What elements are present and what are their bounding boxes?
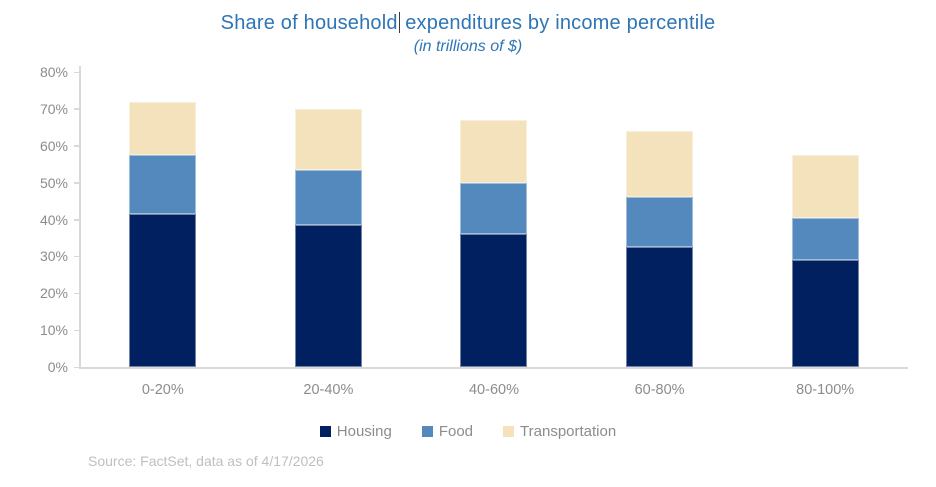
- legend-swatch-housing: [319, 426, 331, 437]
- bar-segment-transportation: [294, 108, 362, 170]
- bars-container: [80, 72, 908, 367]
- y-tick-label: 10%: [39, 322, 68, 339]
- bar-segment-transportation: [626, 131, 694, 198]
- legend-item-transportation: Transportation: [503, 423, 616, 440]
- y-tick-mark: [74, 182, 80, 184]
- bar-segment-food: [129, 154, 197, 214]
- y-tick-label: 40%: [39, 211, 68, 228]
- bar-segment-food: [626, 197, 694, 248]
- y-tick-mark: [74, 145, 80, 147]
- stacked-bar: [129, 101, 197, 367]
- chart-subtitle: (in trillions of $): [413, 38, 523, 55]
- y-tick-label: 50%: [39, 174, 68, 191]
- bar-segment-housing: [294, 225, 362, 367]
- legend-label: Housing: [336, 423, 392, 440]
- bar-segment-transportation: [460, 119, 528, 183]
- bar-group-20-40%: [246, 72, 412, 367]
- y-tick-mark: [74, 255, 80, 258]
- y-tick-label: 80%: [39, 64, 68, 80]
- bar-segment-food: [791, 217, 859, 261]
- x-axis-labels: 0-20% 20-40% 40-60% 60-80% 80-100%: [80, 382, 908, 398]
- bar-segment-housing: [626, 247, 694, 367]
- bar-segment-housing: [129, 213, 197, 367]
- x-axis-line: [79, 367, 908, 369]
- y-axis-line: [79, 66, 81, 367]
- x-tick-label: 20-40%: [303, 382, 354, 398]
- bar-segment-transportation: [129, 101, 197, 155]
- bar-group-40-60%: [411, 72, 577, 367]
- x-tick-label: 80-100%: [796, 382, 855, 398]
- y-tick-mark: [74, 219, 80, 221]
- bar-segment-food: [294, 169, 362, 226]
- y-tick-label: 30%: [39, 248, 68, 265]
- stacked-bar: [460, 119, 528, 367]
- text-cursor-caret: [398, 12, 401, 33]
- y-tick-mark: [74, 71, 80, 73]
- plot-area: 0-20% 20-40% 40-60% 60-80% 80-100% 0% 10% 20% 3…: [40, 64, 908, 398]
- bar-segment-housing: [460, 234, 528, 367]
- stacked-bar: [294, 108, 362, 367]
- bar-segment-food: [460, 182, 528, 235]
- y-tick-label: 0%: [47, 359, 68, 375]
- stacked-bar: [626, 131, 694, 367]
- y-tick-mark: [74, 108, 80, 110]
- legend-item-food: Food: [421, 423, 474, 440]
- y-tick-mark: [74, 366, 80, 368]
- chart-title: Share of household expenditures by income…: [0, 12, 936, 35]
- legend-swatch-food: [421, 426, 433, 437]
- y-tick-mark: [74, 292, 80, 295]
- bar-group-80-100%: [742, 72, 908, 367]
- bar-group-0-20%: [80, 72, 246, 367]
- y-tick-label: 70%: [39, 100, 68, 117]
- y-tick-mark: [74, 329, 80, 332]
- legend-item-housing: Housing: [319, 423, 392, 440]
- bar-segment-transportation: [791, 154, 859, 218]
- chart-title-part1: Share of household: [220, 12, 398, 34]
- source-note: Source: FactSet, data as of 4/17/2026: [88, 453, 324, 469]
- chart-title-part2: expenditures by income percentile: [405, 12, 716, 34]
- chart-legend: Housing Food Transportation: [0, 423, 936, 440]
- x-tick-label: 40-60%: [468, 382, 519, 398]
- stacked-bar: [791, 154, 859, 367]
- x-tick-label: 60-80%: [634, 382, 685, 398]
- legend-label: Food: [438, 423, 474, 440]
- bar-segment-housing: [791, 260, 859, 367]
- y-tick-label: 20%: [39, 285, 68, 302]
- legend-label: Transportation: [520, 423, 617, 440]
- bar-group-60-80%: [577, 72, 743, 367]
- legend-swatch-transportation: [503, 426, 515, 437]
- x-tick-label: 0-20%: [141, 382, 184, 398]
- y-tick-label: 60%: [39, 137, 68, 154]
